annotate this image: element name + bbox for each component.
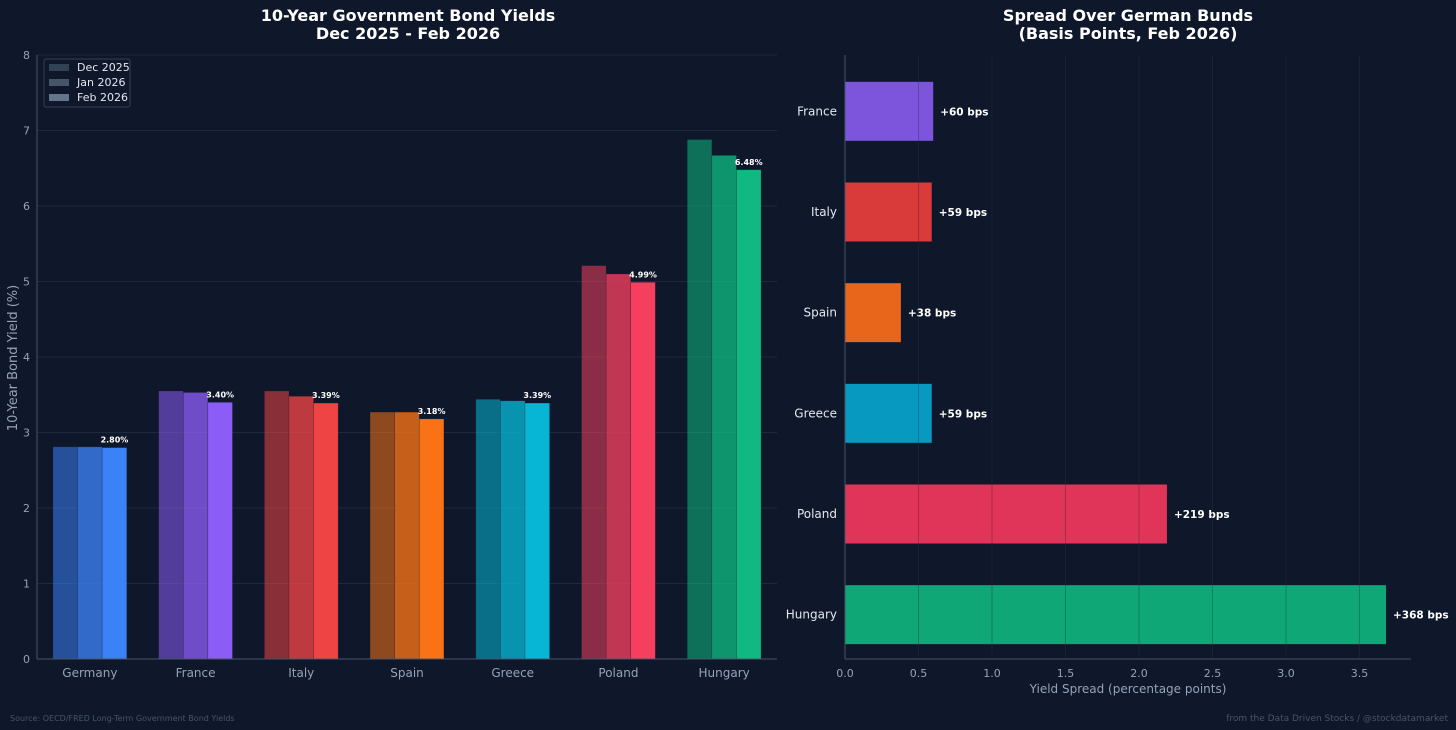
spread-bar-italy (845, 182, 932, 242)
x-tick-label-4: 2.0 (1130, 667, 1148, 680)
spread-chart-x-axis-label: Yield Spread (percentage points) (1029, 682, 1227, 696)
spread-bar-greece (845, 383, 932, 443)
data-label-france: 3.40% (206, 390, 234, 399)
y-tick-label-8: 8 (23, 49, 30, 62)
data-label-spain: 3.18% (418, 407, 446, 416)
bar-germany-feb-2026 (101, 447, 128, 660)
legend-label-dec-2025: Dec 2025 (77, 61, 130, 74)
spread-chart-x-ticks: 0.0 0.5 1.0 1.5 2.0 2.5 3.0 3.5 (836, 667, 1368, 680)
bar-greece-dec-2025 (475, 398, 501, 660)
x-tick-label-1: 0.5 (910, 667, 928, 680)
legend-label-jan-2026: Jan 2026 (76, 76, 125, 89)
y-tick-label-2: 2 (23, 502, 30, 515)
bar-poland-dec-2025 (581, 265, 607, 660)
x-tick-label-spain: Spain (390, 666, 424, 680)
x-tick-label-france: France (176, 666, 216, 680)
bar-germany-jan-2026 (77, 446, 103, 660)
spread-chart-bars (845, 81, 1387, 645)
bar-italy-dec-2025 (264, 390, 290, 660)
x-tick-label-2: 1.0 (983, 667, 1001, 680)
yield-chart-y-axis-label: 10-Year Bond Yield (%) (6, 285, 21, 431)
y-tick-label-france: France (797, 104, 837, 118)
yield-chart-bars (52, 139, 762, 660)
x-tick-label-greece: Greece (491, 666, 534, 680)
spread-chart-subtitle: (Basis Points, Feb 2026) (1019, 24, 1238, 43)
legend-swatch-feb-2026 (49, 94, 69, 101)
x-tick-label-7: 3.5 (1351, 667, 1369, 680)
legend-swatch-jan-2026 (49, 79, 69, 86)
spread-data-label-spain: +38 bps (908, 308, 956, 320)
bar-france-dec-2025 (158, 390, 184, 660)
y-tick-label-spain: Spain (803, 306, 837, 320)
bar-france-feb-2026 (207, 401, 233, 660)
spread-chart-y-ticks: France Italy Spain Greece Poland Hungary (786, 104, 837, 621)
source-note: Source: OECD/FRED Long-Term Government B… (10, 714, 235, 723)
spread-chart-data-labels: +60 bps +59 bps +38 bps +59 bps +219 bps +368… (908, 55, 1449, 659)
y-tick-label-0: 0 (23, 653, 30, 666)
x-tick-label-italy: Italy (288, 666, 314, 680)
y-tick-label-4: 4 (23, 351, 30, 364)
x-tick-label-poland: Poland (598, 666, 638, 680)
data-label-greece: 3.39% (523, 391, 551, 400)
y-tick-label-1: 1 (23, 578, 30, 591)
bar-greece-jan-2026 (500, 400, 526, 660)
yield-chart-title: 10-Year Government Bond Yields (261, 6, 556, 25)
bar-hungary-jan-2026 (711, 155, 737, 660)
x-tick-label-3: 1.5 (1057, 667, 1075, 680)
x-tick-label-6: 3.0 (1277, 667, 1295, 680)
data-label-hungary: 6.48% (735, 158, 763, 167)
legend-label-feb-2026: Feb 2026 (77, 91, 128, 104)
y-tick-label-poland: Poland (797, 507, 837, 521)
data-label-poland: 4.99% (629, 270, 657, 279)
bar-hungary-dec-2025 (686, 139, 713, 660)
spread-chart-grid (844, 55, 1361, 659)
spread-bar-poland (845, 484, 1167, 544)
bar-italy-jan-2026 (288, 395, 314, 660)
y-tick-label-italy: Italy (811, 205, 837, 219)
yield-chart-y-ticks: 0 1 2 3 4 5 6 7 8 (23, 49, 30, 666)
x-tick-label-germany: Germany (62, 666, 117, 680)
spread-bar-france (845, 81, 934, 141)
spread-data-label-italy: +59 bps (939, 207, 987, 219)
y-tick-label-hungary: Hungary (786, 608, 837, 622)
y-tick-label-7: 7 (23, 125, 30, 138)
bar-hungary-feb-2026 (736, 169, 762, 660)
y-tick-label-3: 3 (23, 427, 30, 440)
y-tick-label-6: 6 (23, 200, 30, 213)
spread-chart-axes (844, 55, 1411, 660)
yield-chart-x-ticks: Germany France Italy Spain Greece Poland Hunga… (62, 666, 749, 680)
spread-bar-hungary (845, 585, 1387, 645)
x-tick-label-5: 2.5 (1204, 667, 1222, 680)
bar-germany-dec-2025 (52, 446, 78, 660)
bar-greece-feb-2026 (524, 402, 550, 660)
y-tick-label-greece: Greece (794, 406, 837, 420)
spread-chart: Spread Over German Bunds (Basis Points, … (786, 6, 1449, 696)
spread-data-label-france: +60 bps (940, 106, 988, 118)
y-tick-label-5: 5 (23, 276, 30, 289)
x-tick-label-hungary: Hungary (699, 666, 750, 680)
bar-france-jan-2026 (182, 392, 209, 660)
yield-chart-axes (36, 55, 777, 660)
x-tick-label-0: 0.0 (836, 667, 854, 680)
bar-spain-jan-2026 (394, 411, 420, 660)
spread-data-label-poland: +219 bps (1174, 509, 1230, 521)
bar-spain-dec-2025 (369, 411, 396, 660)
credit-note: from the Data Driven Stocks / @stockdata… (1226, 714, 1448, 724)
yield-chart: 10-Year Government Bond Yields Dec 2025 … (6, 6, 777, 680)
yield-chart-data-labels: 2.80% 3.40% 3.39% 3.18% 3.39% 4.99% 6.48% (101, 158, 763, 445)
spread-bar-spain (845, 283, 901, 343)
yield-chart-legend: Dec 2025 Jan 2026 Feb 2026 (43, 58, 131, 108)
data-label-germany: 2.80% (101, 436, 129, 445)
bar-poland-jan-2026 (605, 273, 632, 660)
legend-swatch-dec-2025 (49, 64, 69, 71)
spread-data-label-greece: +59 bps (939, 408, 987, 420)
spread-data-label-hungary: +368 bps (1393, 610, 1449, 622)
bar-spain-feb-2026 (418, 418, 445, 660)
bar-italy-feb-2026 (313, 402, 339, 660)
bar-poland-feb-2026 (630, 281, 656, 660)
yield-chart-subtitle: Dec 2025 - Feb 2026 (316, 24, 500, 43)
spread-chart-title: Spread Over German Bunds (1003, 6, 1253, 25)
data-label-italy: 3.39% (312, 391, 340, 400)
